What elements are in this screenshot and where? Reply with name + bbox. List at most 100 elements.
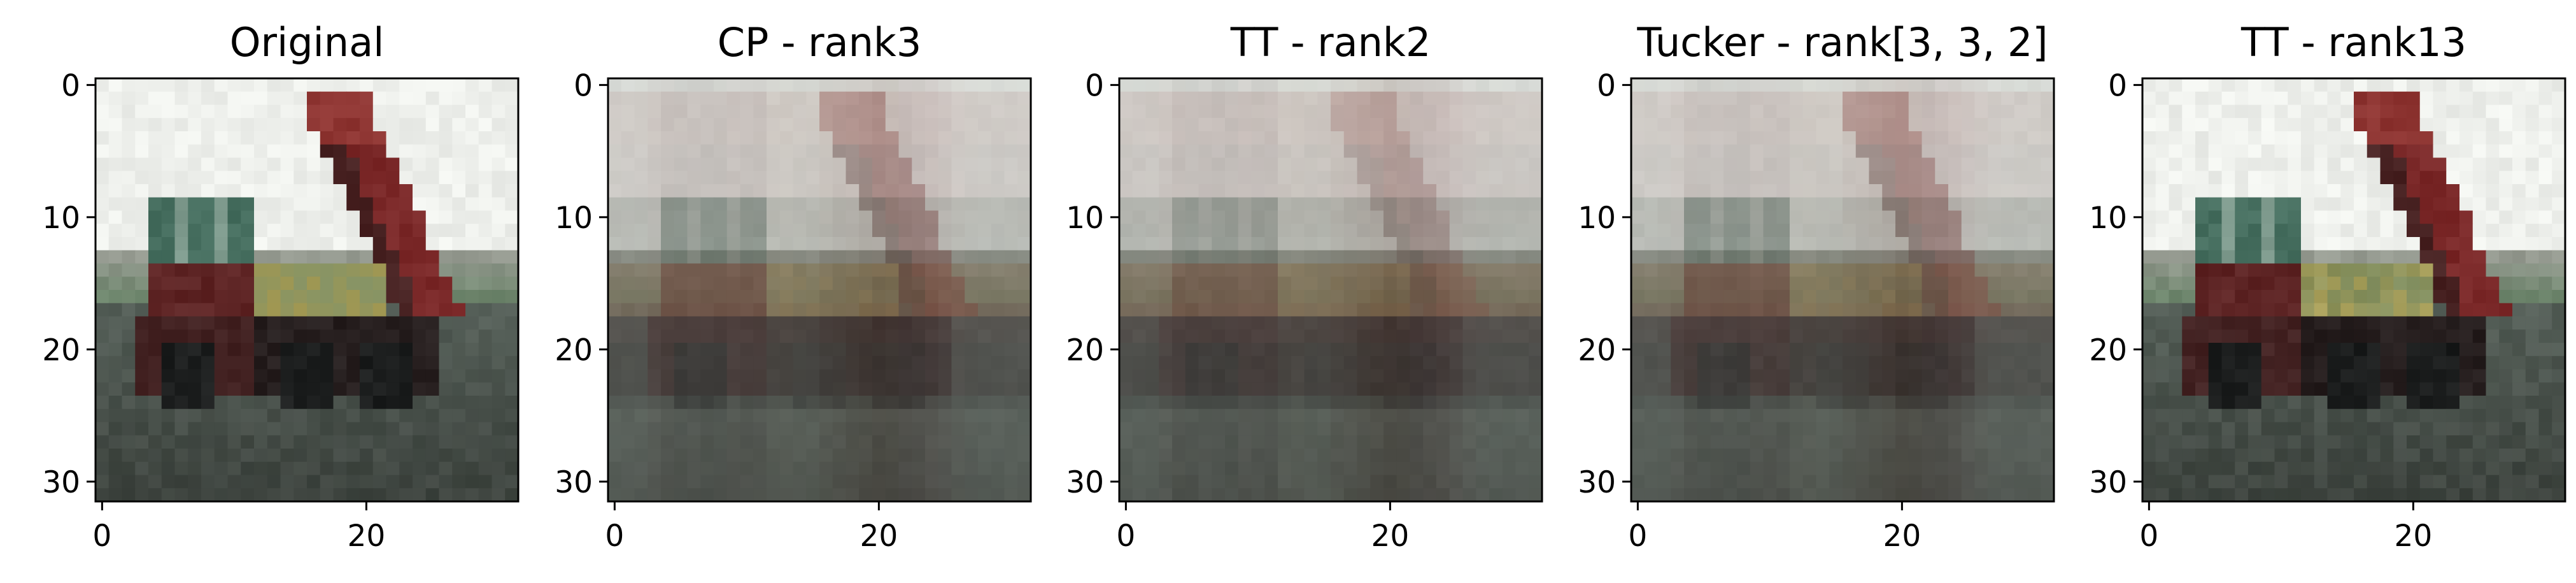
image-pixel: [2354, 131, 2368, 145]
image-pixel: [938, 277, 952, 291]
image-pixel: [227, 224, 241, 238]
image-pixel: [201, 356, 215, 370]
image-pixel: [2314, 303, 2328, 317]
image-pixel: [174, 104, 188, 119]
image-pixel: [1291, 475, 1305, 489]
image-pixel: [1264, 396, 1278, 410]
image-pixel: [1198, 449, 1212, 463]
image-pixel: [1145, 157, 1159, 171]
image-pixel: [1317, 118, 1331, 132]
image-pixel: [912, 356, 926, 370]
image-pixel: [320, 277, 334, 291]
image-pixel: [912, 171, 926, 185]
image-pixel: [254, 356, 268, 370]
image-pixel: [661, 382, 675, 396]
image-pixel: [135, 157, 149, 171]
image-pixel: [634, 250, 648, 264]
image-pixel: [1961, 329, 1976, 343]
image-pixel: [2538, 197, 2552, 212]
image-pixel: [1132, 104, 1147, 119]
image-pixel: [806, 422, 820, 436]
image-pixel: [1132, 329, 1147, 343]
image-pixel: [1776, 184, 1790, 198]
image-pixel: [294, 382, 308, 396]
image-pixel: [1723, 250, 1737, 264]
image-pixel: [1212, 449, 1226, 463]
image-pixel: [188, 303, 202, 317]
image-pixel: [2419, 382, 2434, 396]
image-pixel: [2208, 382, 2223, 396]
image-pixel: [1145, 250, 1159, 264]
image-pixel: [505, 78, 519, 92]
image-pixel: [753, 91, 767, 106]
image-pixel: [1278, 329, 1292, 343]
image-pixel: [2155, 277, 2170, 291]
image-pixel: [161, 184, 176, 198]
image-pixel: [634, 422, 648, 436]
image-pixel: [1974, 237, 1988, 251]
image-pixel: [1895, 277, 1909, 291]
image-pixel: [700, 104, 714, 119]
image-pixel: [2407, 224, 2421, 238]
image-pixel: [1212, 435, 1226, 449]
image-pixel: [241, 475, 255, 489]
image-pixel: [1225, 435, 1239, 449]
image-pixel: [1462, 144, 1476, 159]
image-pixel: [2552, 144, 2566, 159]
image-pixel: [1251, 157, 1265, 171]
image-pixel: [2525, 157, 2540, 171]
image-pixel: [372, 144, 387, 159]
image-pixel: [2433, 356, 2447, 370]
image-pixel: [859, 184, 873, 198]
image-pixel: [122, 488, 136, 502]
image-pixel: [452, 422, 466, 436]
image-pixel: [2288, 118, 2302, 132]
image-pixel: [96, 356, 110, 370]
image-pixel: [2446, 171, 2460, 185]
image-pixel: [1631, 78, 1645, 92]
image-pixel: [1776, 104, 1790, 119]
image-pixel: [241, 343, 255, 357]
image-pixel: [832, 408, 847, 423]
image-pixel: [1855, 382, 1870, 396]
image-pixel: [108, 369, 123, 383]
image-pixel: [267, 263, 281, 277]
image-pixel: [201, 343, 215, 357]
image-pixel: [2169, 329, 2183, 343]
image-pixel: [2001, 475, 2015, 489]
image-pixel: [1843, 224, 1857, 238]
image-pixel: [1396, 449, 1411, 463]
image-pixel: [280, 329, 294, 343]
image-pixel: [2314, 104, 2328, 119]
image-pixel: [2393, 91, 2407, 106]
image-pixel: [2314, 382, 2328, 396]
image-pixel: [346, 488, 360, 502]
image-pixel: [1631, 104, 1645, 119]
image-pixel: [1423, 422, 1437, 436]
image-pixel: [714, 449, 728, 463]
image-pixel: [2274, 396, 2288, 410]
image-pixel: [1017, 131, 1031, 145]
image-pixel: [1723, 408, 1737, 423]
image-pixel: [2041, 369, 2055, 383]
image-pixel: [806, 157, 820, 171]
image-pixel: [1750, 184, 1764, 198]
image-pixel: [267, 356, 281, 370]
image-pixel: [872, 104, 886, 119]
image-pixel: [386, 290, 400, 304]
image-pixel: [885, 422, 900, 436]
image-pixel: [280, 197, 294, 212]
image-pixel: [1251, 303, 1265, 317]
image-pixel: [1631, 157, 1645, 171]
image-pixel: [2512, 290, 2526, 304]
image-pixel: [1357, 435, 1371, 449]
image-pixel: [2155, 369, 2170, 383]
image-pixel: [951, 396, 965, 410]
image-pixel: [2288, 104, 2302, 119]
image-pixel: [1357, 408, 1371, 423]
image-pixel: [1198, 118, 1212, 132]
image-pixel: [333, 290, 347, 304]
image-pixel: [2499, 316, 2513, 330]
image-pixel: [1684, 461, 1698, 476]
image-pixel: [2027, 303, 2041, 317]
